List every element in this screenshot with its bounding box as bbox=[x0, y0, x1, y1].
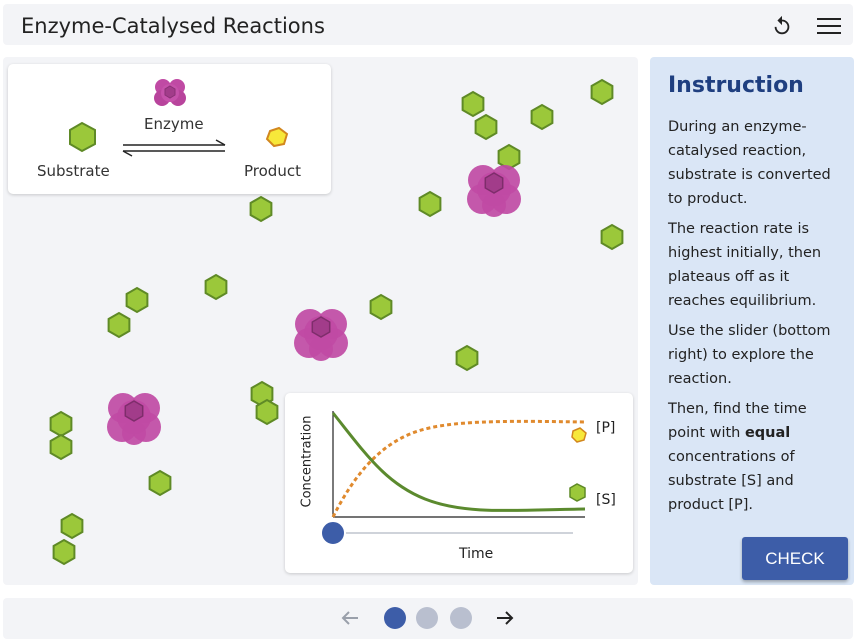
substrate-molecule bbox=[125, 286, 149, 314]
simulation-area: Enzyme Substrate Product Concentration T… bbox=[3, 57, 638, 585]
instruction-body: During an enzyme-catalysed reaction, sub… bbox=[668, 115, 844, 523]
check-button[interactable]: CHECK bbox=[742, 537, 848, 580]
page-dot-3[interactable] bbox=[450, 607, 472, 629]
product-legend-icon bbox=[571, 427, 587, 443]
substrate-label: Substrate bbox=[37, 162, 110, 180]
substrate-molecule bbox=[204, 273, 228, 301]
instruction-paragraph-2: The reaction rate is highest initially, … bbox=[668, 221, 822, 309]
legend-graphics bbox=[69, 79, 289, 157]
substrate-molecule bbox=[49, 410, 73, 438]
instruction-p4-start: Then, find the time point with bbox=[668, 401, 807, 441]
substrate-molecule bbox=[148, 469, 172, 497]
enzyme-label: Enzyme bbox=[144, 115, 204, 133]
substrate-molecule bbox=[530, 103, 554, 131]
page-title: Enzyme-Catalysed Reactions bbox=[21, 14, 325, 38]
y-axis-label: Concentration bbox=[299, 415, 315, 508]
enzyme-icon bbox=[154, 79, 186, 106]
substrate-molecule bbox=[49, 433, 73, 461]
product-label: Product bbox=[244, 162, 301, 180]
page-dot-2[interactable] bbox=[416, 607, 438, 629]
instruction-paragraph-4: Then, find the time point with equal con… bbox=[668, 397, 844, 517]
time-slider-handle[interactable] bbox=[320, 520, 346, 546]
reset-icon bbox=[774, 15, 790, 35]
substrate-molecule bbox=[52, 538, 76, 566]
reset-button[interactable] bbox=[768, 13, 796, 39]
substrate-molecule bbox=[418, 190, 442, 218]
substrate-icon bbox=[69, 121, 96, 153]
product-icon bbox=[265, 126, 289, 148]
instruction-p4-bold: equal bbox=[744, 425, 791, 441]
substrate-molecule bbox=[107, 311, 131, 339]
hamburger-menu-icon bbox=[817, 18, 841, 34]
substrate-molecule bbox=[255, 398, 279, 426]
graph-canvas bbox=[320, 411, 587, 546]
instruction-heading: Instruction bbox=[668, 73, 804, 98]
substrate-molecule bbox=[249, 195, 273, 223]
particle-field bbox=[49, 78, 624, 566]
instruction-paragraph-1: During an enzyme-catalysed reaction, sub… bbox=[668, 119, 831, 207]
x-axis-label: Time bbox=[459, 546, 494, 562]
product-series-label: [P] bbox=[596, 420, 616, 436]
pagination-bar bbox=[3, 598, 853, 639]
instruction-paragraph-3: Use the slider (bottom right) to explore… bbox=[668, 323, 831, 387]
arrow-right-icon bbox=[497, 611, 514, 625]
arrow-left-icon bbox=[341, 611, 358, 625]
substrate-molecule bbox=[369, 293, 393, 321]
enzyme-molecule bbox=[294, 309, 348, 361]
substrate-molecule bbox=[600, 223, 624, 251]
prev-page-button[interactable] bbox=[337, 606, 363, 630]
substrate-molecule bbox=[60, 512, 84, 540]
substrate-legend-icon bbox=[569, 483, 586, 502]
equilibrium-arrows-icon bbox=[122, 139, 226, 157]
substrate-molecule bbox=[461, 90, 485, 118]
enzyme-molecule bbox=[467, 165, 521, 217]
reaction-legend: Enzyme Substrate Product bbox=[8, 64, 331, 194]
concentration-graph: Concentration Time [P] [S] bbox=[285, 393, 633, 573]
substrate-molecule bbox=[455, 344, 479, 372]
instruction-panel: Instruction During an enzyme-catalysed r… bbox=[650, 57, 854, 585]
substrate-molecule bbox=[590, 78, 614, 106]
substrate-molecule bbox=[474, 113, 498, 141]
header-bar: Enzyme-Catalysed Reactions bbox=[3, 4, 853, 45]
product-curve bbox=[331, 419, 586, 518]
page-dot-1[interactable] bbox=[384, 607, 406, 629]
instruction-p4-end: concentrations of substrate [S] and prod… bbox=[668, 449, 795, 513]
next-page-button[interactable] bbox=[492, 606, 518, 630]
substrate-series-label: [S] bbox=[596, 492, 616, 508]
substrate-curve bbox=[331, 412, 586, 513]
menu-button[interactable] bbox=[815, 13, 843, 39]
enzyme-molecule bbox=[107, 393, 161, 445]
